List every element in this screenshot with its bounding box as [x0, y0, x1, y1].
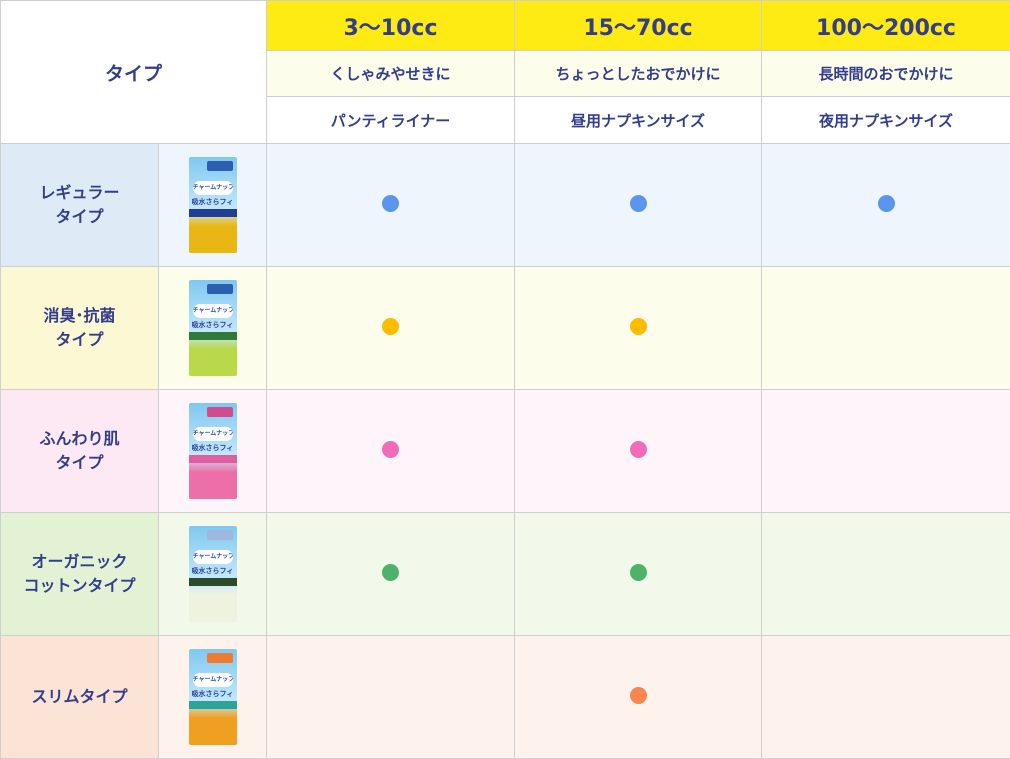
available-dot-icon — [382, 195, 399, 212]
availability-cell — [267, 144, 515, 267]
available-dot-icon — [630, 441, 647, 458]
product-image: チャームナップ吸水さらフィ — [159, 390, 267, 513]
availability-cell — [267, 390, 515, 513]
available-dot-icon — [878, 195, 895, 212]
product-logo: チャームナップ — [193, 304, 233, 318]
product-image: チャームナップ吸水さらフィ — [159, 513, 267, 636]
availability-cell — [515, 513, 762, 636]
type-label-line1: スリムタイプ — [1, 685, 158, 709]
type-header: タイプ — [1, 1, 267, 144]
type-label-line1: オーガニック — [1, 550, 158, 574]
availability-cell — [515, 636, 762, 759]
availability-cell — [762, 636, 1010, 759]
volume-header: 100～200cc — [762, 1, 1010, 51]
product-image: チャームナップ吸水さらフィ — [159, 636, 267, 759]
type-label: レギュラータイプ — [1, 144, 159, 267]
product-logo: チャームナップ — [193, 673, 233, 687]
product-logo: チャームナップ — [193, 550, 233, 564]
size-header: 夜用ナプキンサイズ — [762, 97, 1010, 144]
availability-cell — [762, 267, 1010, 390]
type-label-line2: タイプ — [1, 451, 158, 475]
table-row: レギュラータイプチャームナップ吸水さらフィ — [1, 144, 1010, 267]
table-row: 消臭･抗菌タイプチャームナップ吸水さらフィ — [1, 267, 1010, 390]
type-label: ふんわり肌タイプ — [1, 390, 159, 513]
type-label-line2: タイプ — [1, 205, 158, 229]
available-dot-icon — [382, 441, 399, 458]
product-logo: チャームナップ — [193, 181, 233, 195]
product-image: チャームナップ吸水さらフィ — [159, 144, 267, 267]
table-row: オーガニックコットンタイプチャームナップ吸水さらフィ — [1, 513, 1010, 636]
product-image: チャームナップ吸水さらフィ — [159, 267, 267, 390]
table-row: ふんわり肌タイプチャームナップ吸水さらフィ — [1, 390, 1010, 513]
available-dot-icon — [630, 564, 647, 581]
table-row: スリムタイプチャームナップ吸水さらフィ — [1, 636, 1010, 759]
type-label: オーガニックコットンタイプ — [1, 513, 159, 636]
type-label: 消臭･抗菌タイプ — [1, 267, 159, 390]
size-header: パンティライナー — [267, 97, 515, 144]
availability-cell — [515, 144, 762, 267]
volume-header: 3～10cc — [267, 1, 515, 51]
type-label-line2: タイプ — [1, 328, 158, 352]
type-label-line1: レギュラー — [1, 181, 158, 205]
available-dot-icon — [630, 195, 647, 212]
availability-cell — [762, 513, 1010, 636]
available-dot-icon — [630, 318, 647, 335]
use-header: くしゃみやせきに — [267, 51, 515, 97]
availability-cell — [267, 267, 515, 390]
availability-cell — [515, 267, 762, 390]
available-dot-icon — [630, 687, 647, 704]
availability-cell — [762, 144, 1010, 267]
type-label-line2: コットンタイプ — [1, 574, 158, 598]
type-label: スリムタイプ — [1, 636, 159, 759]
availability-cell — [267, 636, 515, 759]
availability-cell — [762, 390, 1010, 513]
type-label-line1: ふんわり肌 — [1, 427, 158, 451]
use-header: ちょっとしたおでかけに — [515, 51, 762, 97]
availability-cell — [515, 390, 762, 513]
availability-cell — [267, 513, 515, 636]
type-label-line1: 消臭･抗菌 — [1, 304, 158, 328]
product-logo: チャームナップ — [193, 427, 233, 441]
use-header: 長時間のおでかけに — [762, 51, 1010, 97]
available-dot-icon — [382, 564, 399, 581]
size-header: 昼用ナプキンサイズ — [515, 97, 762, 144]
volume-header: 15～70cc — [515, 1, 762, 51]
available-dot-icon — [382, 318, 399, 335]
